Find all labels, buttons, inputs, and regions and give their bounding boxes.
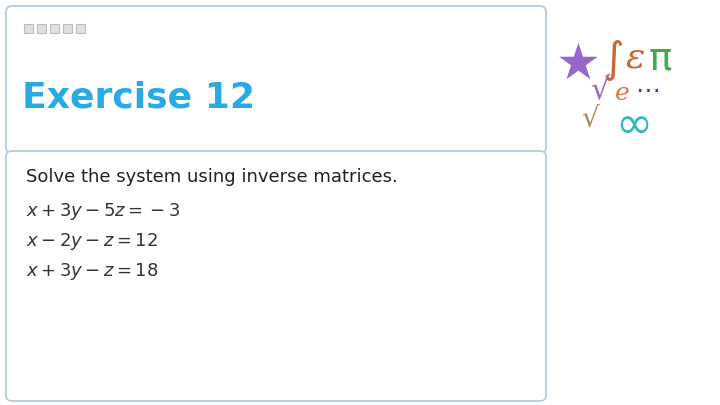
Text: ∫: ∫	[602, 39, 624, 81]
Text: $x - 2y - z = 12$: $x - 2y - z = 12$	[26, 232, 158, 252]
FancyBboxPatch shape	[50, 24, 59, 33]
FancyBboxPatch shape	[63, 24, 72, 33]
Text: $x + 3y - z = 18$: $x + 3y - z = 18$	[26, 262, 158, 283]
FancyBboxPatch shape	[76, 24, 85, 33]
FancyBboxPatch shape	[37, 24, 46, 33]
Text: ε: ε	[625, 40, 644, 74]
Text: ⋯: ⋯	[636, 79, 660, 103]
FancyBboxPatch shape	[6, 151, 546, 401]
Text: Exercise 12: Exercise 12	[22, 80, 255, 114]
Text: π: π	[648, 40, 672, 78]
Text: √: √	[590, 75, 610, 104]
FancyBboxPatch shape	[24, 24, 33, 33]
Text: ∞: ∞	[616, 104, 652, 147]
Text: $x + 3y - 5z = -3$: $x + 3y - 5z = -3$	[26, 202, 181, 222]
Text: ★: ★	[556, 41, 600, 89]
Text: e: e	[615, 81, 629, 104]
FancyBboxPatch shape	[6, 6, 546, 153]
Text: Solve the system using inverse matrices.: Solve the system using inverse matrices.	[26, 168, 397, 186]
Text: √: √	[581, 105, 599, 133]
